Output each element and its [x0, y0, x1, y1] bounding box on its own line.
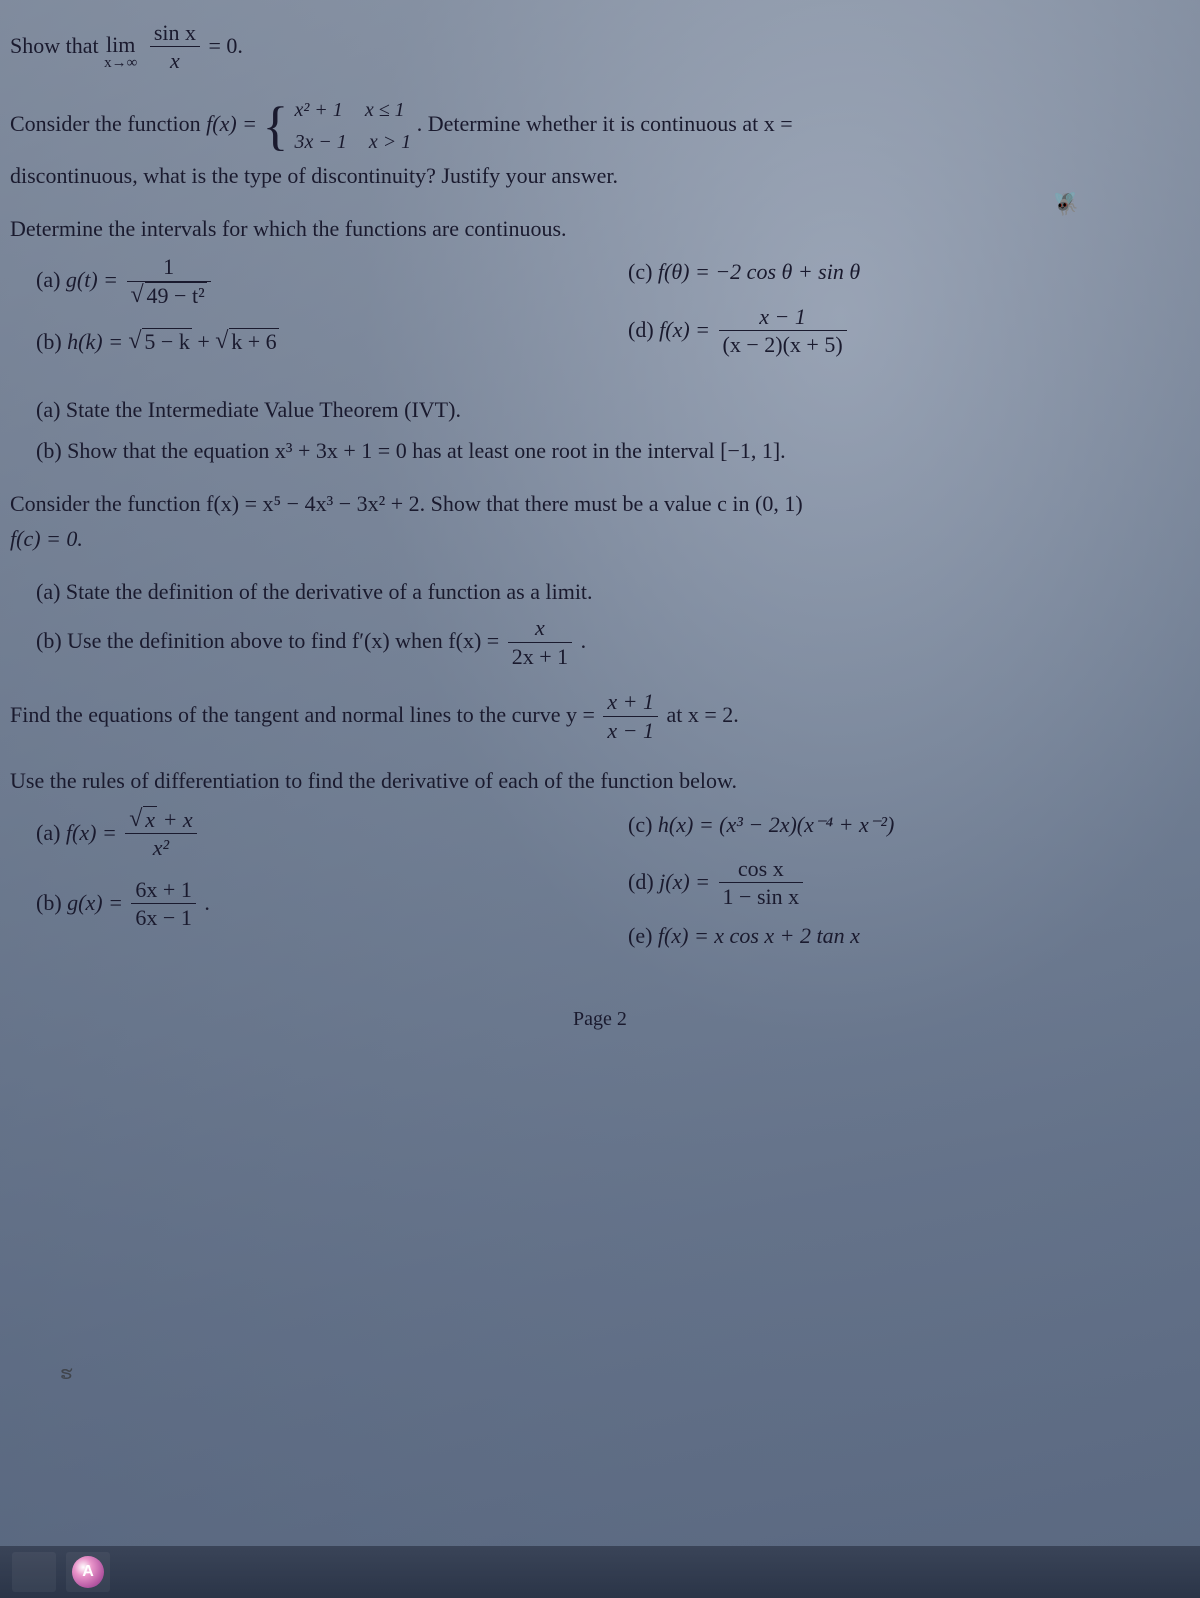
limit-notation: lim x→∞: [104, 34, 137, 71]
piecewise-cases: { x² + 1x ≤ 1 3x − 1x > 1: [263, 94, 412, 158]
part-c: (c) f(θ) = −2 cos θ + sin θ: [628, 254, 1190, 289]
intro-text: Determine the intervals for which the fu…: [10, 211, 1190, 246]
antivirus-icon: A: [72, 1556, 104, 1588]
function-name: f(x) =: [206, 111, 262, 136]
text: . Determine whether it is continuous at …: [417, 111, 793, 136]
taskbar: A: [0, 1546, 1200, 1598]
text: Show that: [10, 33, 104, 58]
line1: Consider the function f(x) = x⁵ − 4x³ − …: [10, 486, 1190, 521]
problem-ivt: (a) State the Intermediate Value Theorem…: [10, 392, 1190, 468]
text: = 0.: [209, 33, 243, 58]
worksheet-page: Show that lim x→∞ sin x x = 0. Consider …: [0, 0, 1200, 1598]
part-b: (b) h(k) = 5 − k + k + 6: [36, 324, 598, 359]
part-b: (b) g(x) = 6x + 1 6x − 1 .: [36, 877, 598, 933]
fraction: sin x x: [150, 20, 200, 76]
problem-differentiation-rules: Use the rules of differentiation to find…: [10, 763, 1190, 967]
right-column: (c) h(x) = (x³ − 2x)(x⁻⁴ + x⁻²) (d) j(x)…: [628, 807, 1190, 967]
part-b: (b) Show that the equation x³ + 3x + 1 =…: [36, 433, 1190, 468]
problem-root-existence: Consider the function f(x) = x⁵ − 4x³ − …: [10, 486, 1190, 556]
text: Consider the function: [10, 111, 206, 136]
part-d: (d) f(x) = x − 1 (x − 2)(x + 5): [628, 304, 1190, 360]
left-column: (a) g(t) = 1 49 − t² (b) h(k) = 5 − k + …: [36, 254, 598, 373]
problem-piecewise: Consider the function f(x) = { x² + 1x ≤…: [10, 94, 1190, 193]
part-a: (a) State the Intermediate Value Theorem…: [36, 392, 1190, 427]
part-c: (c) h(x) = (x³ − 2x)(x⁻⁴ + x⁻²): [628, 807, 1190, 842]
problem-limit: Show that lim x→∞ sin x x = 0.: [10, 20, 1190, 76]
problem-tangent-normal: Find the equations of the tangent and no…: [10, 689, 1190, 745]
part-b: (b) Use the definition above to find f′(…: [36, 615, 1190, 671]
line2: f(c) = 0.: [10, 521, 1190, 556]
taskbar-mail-app[interactable]: [12, 1552, 56, 1592]
right-column: (c) f(θ) = −2 cos θ + sin θ (d) f(x) = x…: [628, 254, 1190, 373]
problem-intervals: Determine the intervals for which the fu…: [10, 211, 1190, 373]
part-d: (d) j(x) = cos x 1 − sin x: [628, 856, 1190, 912]
part-a: (a) f(x) = x + x x²: [36, 807, 598, 863]
intro-text: Use the rules of differentiation to find…: [10, 763, 1190, 798]
smudge-artifact: ຮ: [60, 1359, 72, 1388]
part-a: (a) State the definition of the derivati…: [36, 574, 1190, 609]
problem-derivative-def: (a) State the definition of the derivati…: [10, 574, 1190, 671]
left-column: (a) f(x) = x + x x² (b) g(x) = 6x +: [36, 807, 598, 967]
text: discontinuous, what is the type of disco…: [10, 163, 618, 188]
part-e: (e) f(x) = x cos x + 2 tan x: [628, 918, 1190, 953]
taskbar-antivirus-app[interactable]: A: [66, 1552, 110, 1592]
page-number: Page 2: [10, 1003, 1190, 1035]
part-a: (a) g(t) = 1 49 − t²: [36, 254, 598, 310]
